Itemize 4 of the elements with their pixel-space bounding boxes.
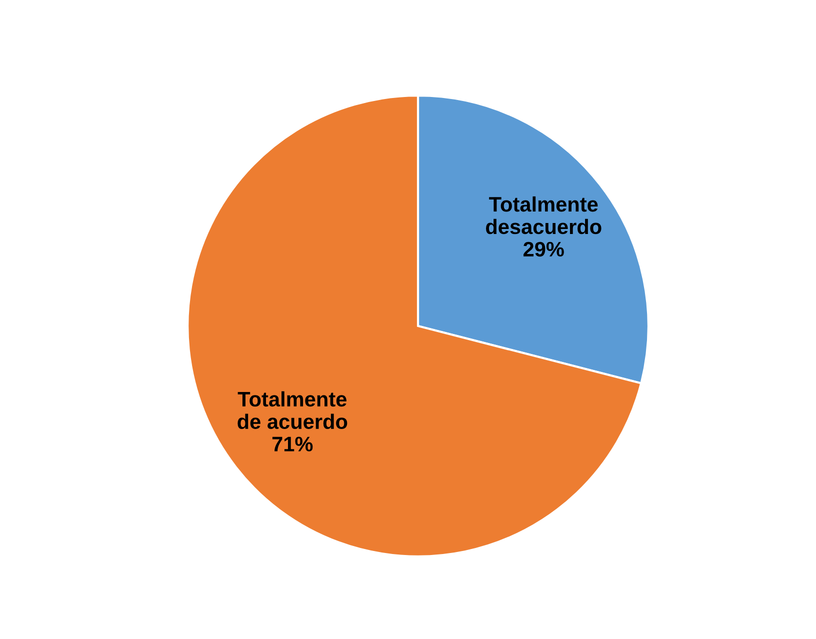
data-label: 29% xyxy=(523,242,564,257)
data-label: 71% xyxy=(272,436,313,452)
slice-label: Totalmente de acuerdo xyxy=(238,391,348,430)
slice-label: Totalmente desacuerdo xyxy=(486,196,602,234)
